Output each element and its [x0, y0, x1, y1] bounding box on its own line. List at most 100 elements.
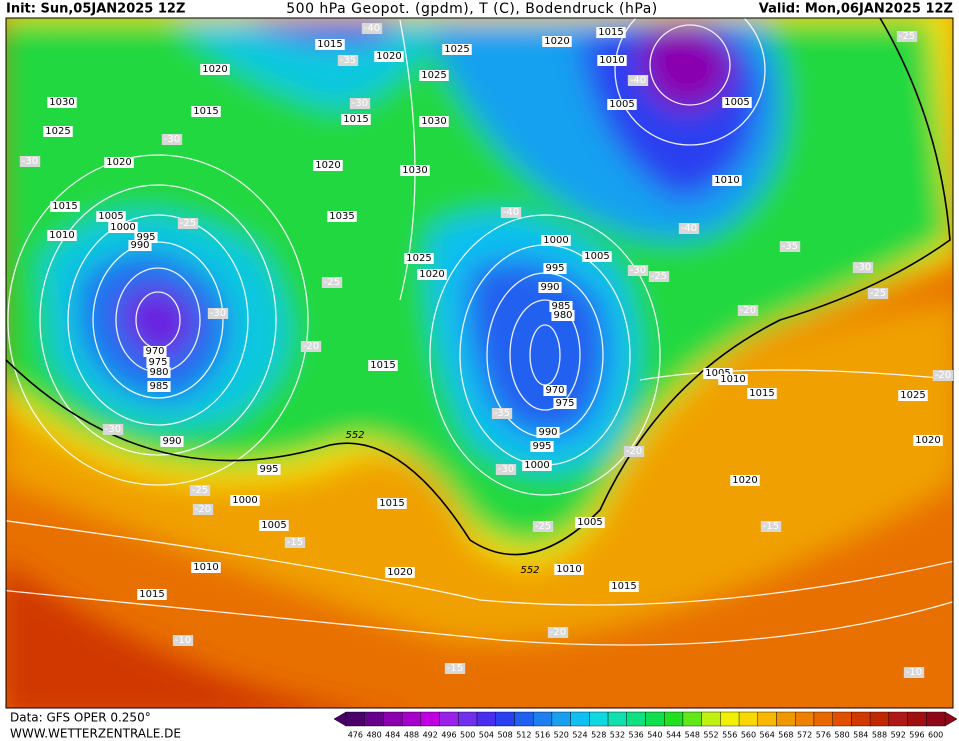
colorbar-box [532, 711, 553, 727]
isobar-label-box [137, 589, 167, 600]
isobar-label: 1015 [52, 201, 77, 212]
colorbar-box [851, 711, 871, 727]
isobar-label-box [703, 368, 733, 379]
isobar-label: 1005 [261, 520, 286, 531]
temperature-label: -35 [782, 241, 798, 252]
isobar-label: 975 [148, 357, 167, 368]
colorbar-box [607, 711, 627, 727]
isobar-label: 970 [545, 385, 564, 396]
isobar-label: 995 [545, 263, 564, 274]
isobar-label-box [385, 567, 415, 578]
temperature-label: -30 [352, 98, 368, 109]
colorbar-box [345, 711, 365, 727]
isobar-label: 1010 [714, 175, 739, 186]
colorbar-label: 476 [348, 731, 363, 740]
isobar-label-box [913, 435, 943, 446]
isobar-label: 1015 [139, 589, 164, 600]
colorbar-box [832, 711, 852, 727]
height-label: 552 [520, 565, 539, 576]
isobar-label-box [575, 517, 605, 528]
temperature-label: -20 [303, 341, 319, 352]
isobar-label-box [259, 520, 289, 531]
colorbar-label: 504 [479, 731, 494, 740]
isobar-label-box [722, 97, 752, 108]
isobar-label: 1005 [577, 517, 602, 528]
isobar-label: 980 [149, 367, 168, 378]
colorbar-box [476, 711, 496, 727]
isobar-label-box [47, 230, 77, 241]
temperature-label: -30 [22, 156, 38, 167]
colorbar-box [776, 711, 796, 727]
isobar-label-box [257, 464, 281, 475]
isobar-label: 990 [130, 240, 149, 251]
isobar-label-box [596, 27, 626, 38]
isobar-label-box [419, 116, 449, 127]
isobar-label: 995 [136, 232, 155, 243]
colorbar-box [551, 711, 571, 727]
temperature-label-box [349, 98, 371, 109]
colorbar-label: 596 [909, 731, 924, 740]
temperature-label-box [495, 464, 517, 475]
colorbar-box [907, 711, 927, 727]
colorbar-label: 528 [591, 731, 606, 740]
temperature-label: -40 [681, 223, 697, 234]
temperature-label: -20 [195, 504, 211, 515]
colorbar-box [514, 711, 534, 727]
colorbar-box [495, 711, 515, 727]
isobar-label-box [374, 51, 404, 62]
colorbar-box [720, 711, 740, 727]
colorbar-label: 564 [760, 731, 775, 740]
isobar-label-box [551, 310, 575, 321]
temperature-label: -30 [855, 262, 871, 273]
colorbar-label: 496 [441, 731, 456, 740]
isobar-label-box [147, 381, 171, 392]
colorbar-label: 524 [572, 731, 587, 740]
colorbar-label: 516 [535, 731, 550, 740]
colorbar-box [383, 711, 403, 727]
isobar-label-box [43, 126, 73, 137]
isobar-label: 1020 [732, 475, 757, 486]
isobar-label: 1015 [379, 498, 404, 509]
temperature-label-box [192, 504, 214, 515]
temperature-label: -30 [630, 265, 646, 276]
isobar-label: 1020 [376, 51, 401, 62]
colorbar-label: 552 [703, 731, 718, 740]
colorbar-label: 560 [741, 731, 756, 740]
isobar-label: 1000 [232, 495, 257, 506]
map-field [6, 18, 953, 708]
temperature-label-box [102, 424, 124, 435]
temperature-label: -25 [180, 218, 196, 229]
isobar-label: 1005 [724, 97, 749, 108]
colorbar-label: 588 [872, 731, 887, 740]
isobar-label: 975 [555, 398, 574, 409]
isobar-label: 1010 [556, 564, 581, 575]
temperature-label: -25 [192, 485, 208, 496]
isobar-label: 1005 [584, 251, 609, 262]
isobar-label-box [536, 427, 560, 438]
isobar-label: 1020 [202, 64, 227, 75]
temperature-label-box [361, 23, 383, 34]
isobar-label: 1000 [110, 222, 135, 233]
isobar-label-box [368, 360, 398, 371]
colorbar-label: 512 [516, 731, 531, 740]
temperature-label-box [623, 446, 645, 457]
isobar-label-box [315, 39, 345, 50]
colorbar-box [626, 711, 646, 727]
isobar-label-box [341, 114, 371, 125]
map-labels: 1015 1025 1020 1015 1010 1020 1020 1025 1030 1015… [19, 23, 954, 678]
isobar-label: 1025 [45, 126, 70, 137]
temperature-label-box [284, 537, 306, 548]
isobar-label-box [607, 99, 637, 110]
isobar-label: 1015 [749, 388, 774, 399]
colorbar-label: 568 [778, 731, 793, 740]
temperature-label: -30 [164, 134, 180, 145]
isobars [6, 18, 953, 646]
isobar-label: 1010 [49, 230, 74, 241]
colorbar-label: 548 [685, 731, 700, 740]
temperature-label: -30 [105, 424, 121, 435]
temperature-label-box [867, 288, 889, 299]
colorbar: 476 480 484 488 492 496 500 504 508 512 516 520 524 5… [333, 711, 958, 740]
isobar-label-box [543, 385, 567, 396]
colorbar-box [888, 711, 908, 727]
colorbar-label: 536 [629, 731, 644, 740]
